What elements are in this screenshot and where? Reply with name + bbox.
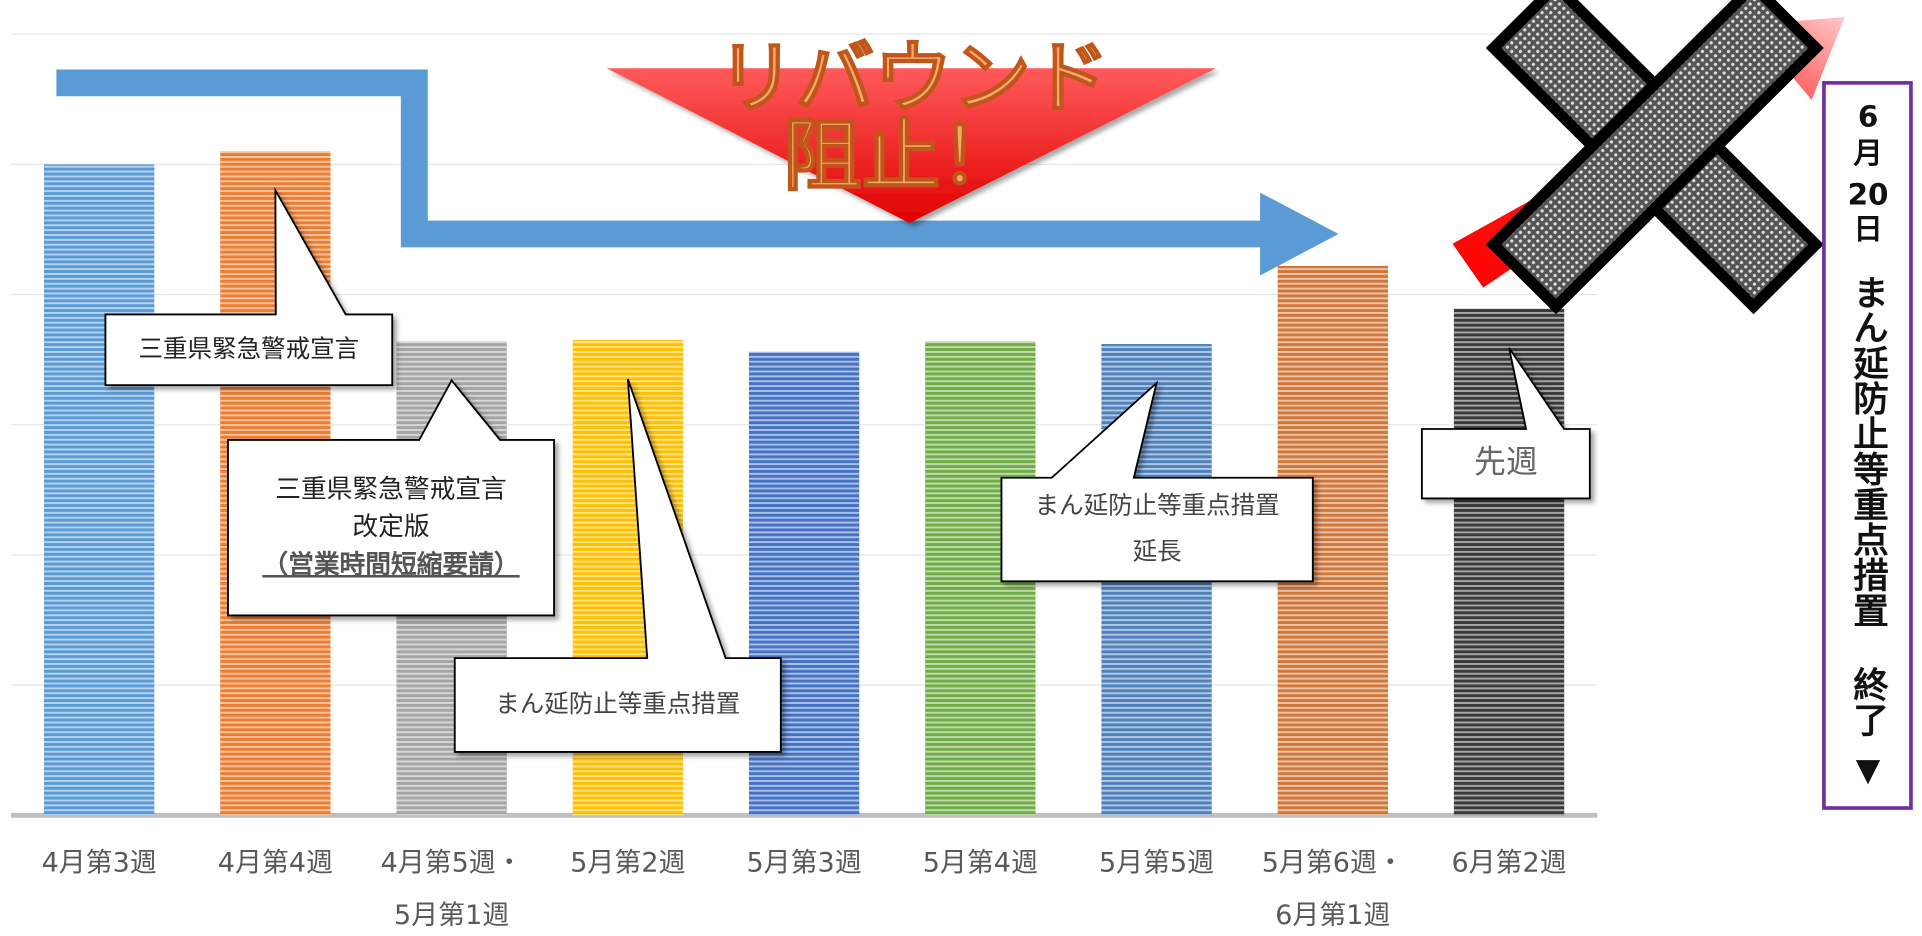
callout-text: まん延防止等重点措置 (1035, 490, 1280, 519)
banner: リバウンド 阻止！ (607, 32, 1216, 223)
callout-text: （営業時間短縮要請） (262, 549, 519, 580)
x-tick-label: 5月第5週 (1099, 848, 1214, 879)
banner-text: 阻止！ (783, 110, 1018, 201)
bar-texture (44, 164, 154, 815)
callout-text: 三重県緊急警戒宣言 (275, 474, 507, 504)
x-tick-label: 5月第2週 (570, 848, 685, 879)
side-note-text: 6 (1858, 100, 1878, 134)
callout-text: 延長 (1133, 537, 1182, 566)
callout-text: 先週 (1474, 445, 1538, 481)
x-tick-label: 5月第3週 (747, 848, 862, 879)
bar-texture (1454, 309, 1564, 815)
x-axis-labels: 4月第3週 4月第4週 4月第5週・ 5月第1週 5月第2週 5月第3週 5月第4週 5月第5… (42, 848, 1567, 931)
x-tick-label: 6月第1週 (1275, 900, 1390, 931)
side-note-text: 20 (1848, 178, 1889, 212)
callout-text: 三重県緊急警戒宣言 (139, 334, 360, 363)
side-note-text: 終了 (1848, 667, 1889, 738)
x-tick-label: 4月第4週 (218, 848, 333, 879)
side-note-text: まん延防止等重点措置 (1848, 274, 1889, 627)
x-tick-label: 5月第6週・ (1262, 848, 1404, 879)
arrow-head (1260, 193, 1338, 276)
x-tick-label: 4月第5週・ (381, 848, 523, 879)
x-tick-label: 5月第4週 (923, 848, 1038, 879)
callout-text: まん延防止等重点措置 (495, 689, 740, 718)
chart: 4月第3週 4月第4週 4月第5週・ 5月第1週 5月第2週 5月第3週 5月第4週 5月第5… (0, 0, 1922, 936)
side-note-text: 月 (1853, 136, 1882, 170)
side-note-text: 日 (1853, 212, 1882, 246)
x-tick-label: 5月第1週 (394, 900, 509, 931)
x-tick-label: 6月第2週 (1451, 848, 1566, 879)
side-note-text: ▼ (1856, 753, 1881, 789)
callout-text: 改定版 (352, 512, 429, 542)
x-tick-label: 4月第3週 (42, 848, 157, 879)
